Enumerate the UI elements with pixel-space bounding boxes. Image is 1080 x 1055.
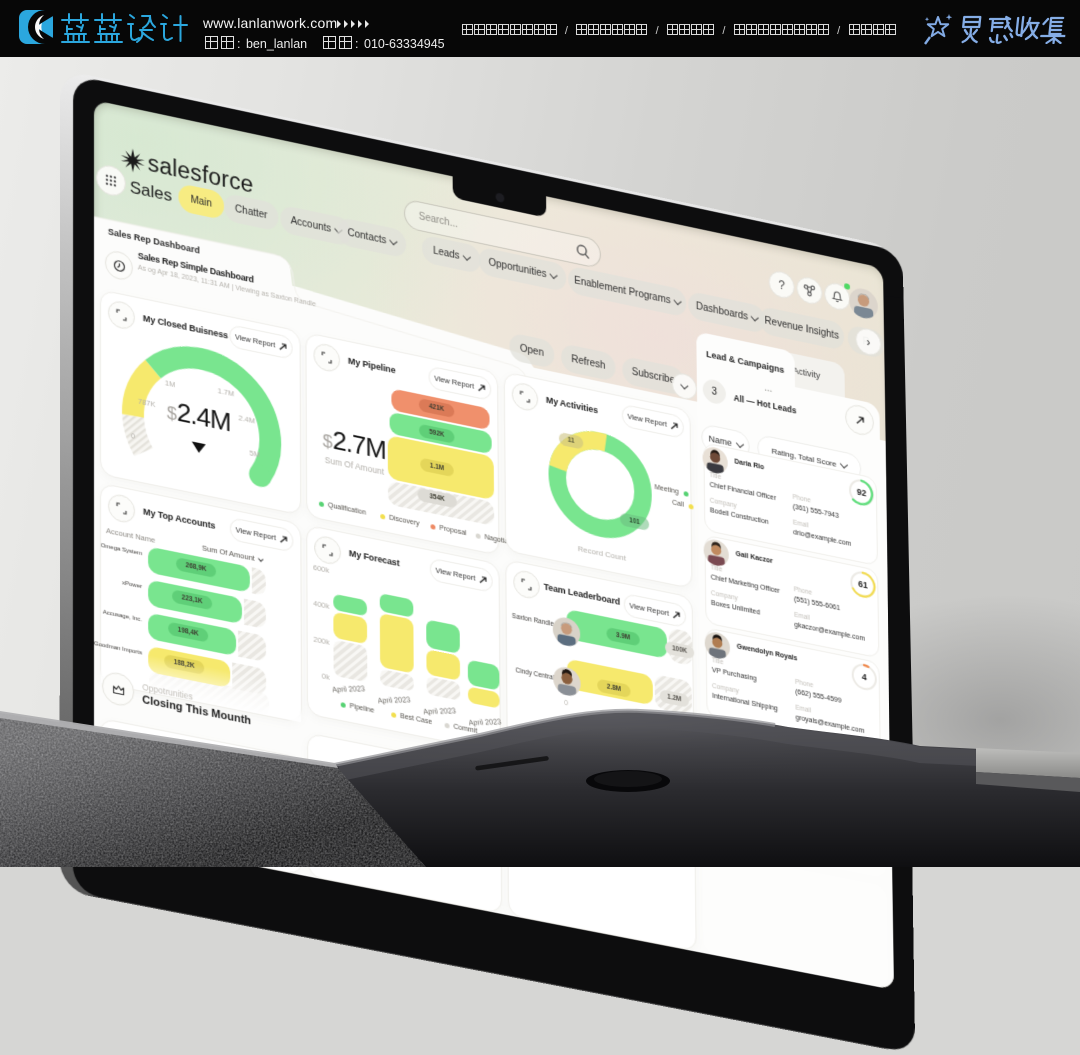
svg-text:4: 4 (862, 672, 867, 683)
svg-text:61: 61 (858, 579, 868, 591)
svg-text:92: 92 (857, 487, 867, 499)
